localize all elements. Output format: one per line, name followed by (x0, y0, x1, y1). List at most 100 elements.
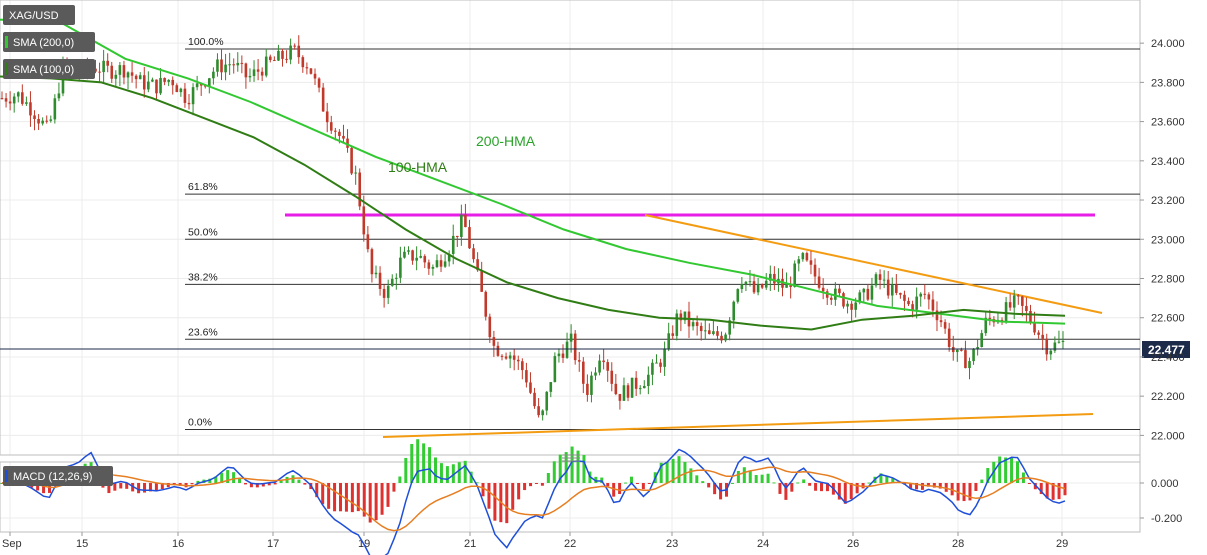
candle-body (366, 234, 370, 250)
macd-histogram-bar (742, 467, 746, 483)
candle-body (244, 63, 248, 78)
candle-body (732, 301, 736, 321)
candle-body (809, 260, 813, 265)
candle-body (155, 79, 158, 94)
candle-body (874, 274, 878, 286)
time-tick-label: Sep (2, 538, 22, 550)
candle-body (553, 356, 557, 383)
candle-body (163, 78, 166, 82)
candle-body (850, 303, 853, 310)
macd-histogram-bar (457, 462, 461, 483)
macd-histogram-bar (748, 470, 752, 483)
annotation-200-hma: 200-HMA (476, 133, 536, 149)
candle-body (395, 277, 398, 279)
macd-histogram-bar (273, 483, 277, 485)
pane-resize-handle[interactable] (562, 454, 580, 462)
candle-body (480, 270, 483, 292)
candle-body (167, 79, 170, 82)
candle-body (317, 78, 321, 88)
candle-body (484, 291, 488, 317)
macd-histogram-bar (784, 483, 788, 500)
macd-histogram-bar (238, 478, 242, 483)
macd-histogram-bar (380, 483, 384, 515)
candle-body (903, 294, 906, 301)
macd-histogram-bar (1027, 483, 1031, 484)
descending-trendline (644, 214, 1103, 314)
candle-body (935, 310, 939, 321)
candle-body (769, 273, 772, 281)
candle-body (273, 60, 276, 62)
macd-legend-box (3, 466, 113, 486)
hma-100-line (0, 75, 1066, 331)
macd-histogram-bar (119, 483, 123, 489)
candle-body (362, 206, 366, 235)
macd-histogram-bar (594, 476, 598, 483)
candle-body (159, 78, 162, 94)
candle-body (455, 235, 459, 238)
candle-body (565, 341, 569, 358)
candle-body (655, 362, 658, 364)
candle-body (667, 333, 670, 349)
fib-level-label: 0.0% (188, 417, 212, 429)
macd-histogram-bar (422, 443, 426, 483)
sma-200-legend-box (3, 32, 95, 52)
symbol-legend[interactable]: XAG/USD (3, 5, 75, 25)
candle-body (147, 81, 150, 90)
macd-histogram-bar (315, 483, 319, 498)
candle-body (1016, 295, 1020, 297)
candle-body (728, 320, 731, 335)
candle-body (4, 98, 8, 102)
candle-body (1053, 342, 1057, 351)
macd-histogram-bar (445, 466, 449, 483)
candle-body (464, 214, 467, 228)
candle-body (1012, 295, 1016, 308)
macd-histogram-bar (36, 483, 40, 491)
macd-histogram-bar (255, 483, 259, 488)
candle-body (1049, 350, 1053, 355)
candle-body (419, 256, 423, 258)
macd-histogram-bar (968, 483, 972, 501)
price-tick-label: 22.200 (1151, 391, 1185, 403)
candle-body (610, 370, 614, 384)
candle-body (638, 388, 642, 390)
candle-body (386, 285, 390, 298)
price-tick-label: 22.800 (1151, 273, 1185, 285)
macd-histogram-bar (386, 483, 390, 507)
candle-body (801, 253, 805, 260)
macd-line (1, 448, 1066, 555)
candle-body (427, 262, 431, 269)
candle-body (411, 250, 414, 261)
fib-level-label: 61.8% (188, 181, 218, 193)
macd-histogram-bar (1004, 457, 1008, 483)
candle-body (882, 279, 886, 281)
sma-200-legend[interactable]: SMA (200,0) (3, 32, 95, 52)
candle-body (1021, 296, 1024, 306)
candle-body (29, 102, 32, 116)
macd-histogram-bar (243, 483, 247, 485)
macd-histogram-bar (558, 454, 562, 483)
macd-histogram-bar (350, 483, 354, 513)
macd-histogram-bar (143, 483, 147, 493)
candle-body (240, 62, 244, 64)
candle-body (102, 60, 105, 73)
macd-histogram-bar (374, 483, 378, 521)
macd-histogram-bar (891, 478, 895, 483)
macd-histogram-bar (564, 452, 568, 483)
candle-body (301, 57, 305, 68)
candle-body (1008, 302, 1012, 308)
macd-histogram-bar (570, 446, 574, 483)
macd-legend[interactable]: MACD (12,26,9) (3, 466, 113, 486)
macd-histogram-bar (938, 483, 942, 489)
sma-100-legend[interactable]: SMA (100,0) (3, 59, 95, 79)
candle-body (577, 360, 581, 362)
macd-histogram-bar (612, 483, 616, 497)
candle-body (1061, 340, 1065, 342)
time-axis-ticks: Sep 15 16 17 19 21 22 23 24 26 28 29 (2, 532, 1068, 550)
macd-histogram-bar (701, 481, 705, 483)
candle-body (529, 382, 532, 393)
candle-body (980, 333, 983, 347)
macd-histogram-bar (137, 483, 141, 494)
candle-body (1033, 322, 1036, 333)
candle-body (805, 253, 809, 261)
candle-body (151, 79, 154, 82)
